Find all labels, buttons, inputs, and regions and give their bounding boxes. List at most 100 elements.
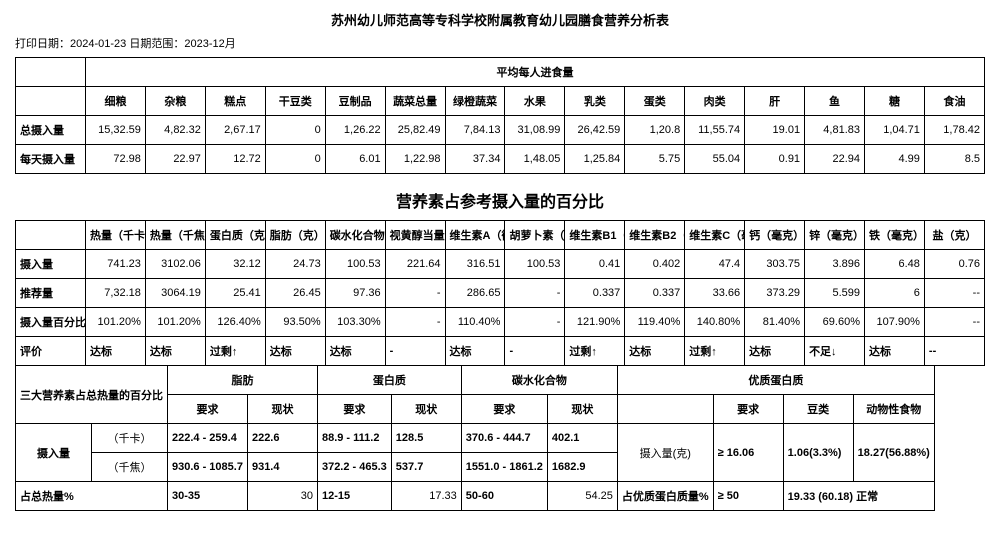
- cell-value: 1,25.84: [565, 145, 625, 174]
- cell-value: 373.29: [745, 279, 805, 308]
- cell-value: 81.40%: [745, 308, 805, 337]
- nutrient-col-header: 钙（毫克）: [745, 221, 805, 250]
- cell-value: 1,20.8: [625, 116, 685, 145]
- cell-value: 过剩↑: [205, 337, 265, 366]
- cell-value: 5.599: [805, 279, 865, 308]
- pct-label: 占总热量%: [16, 482, 168, 511]
- cell-value: -: [505, 337, 565, 366]
- cell-value: 22.94: [805, 145, 865, 174]
- cell-value: 达标: [745, 337, 805, 366]
- cell-value: 6.48: [864, 250, 924, 279]
- intake-col-header: 食油: [924, 87, 984, 116]
- nutrient-pct-table: 热量（千卡）热量（千焦）蛋白质（克）脂肪（克）碳水化合物（克）视黄醇当量（微克）…: [15, 220, 985, 366]
- cell-value: 101.20%: [86, 308, 146, 337]
- cell-value: 32.12: [205, 250, 265, 279]
- cell-value: 过剩↑: [565, 337, 625, 366]
- nutrient-col-header: 铁（毫克）: [864, 221, 924, 250]
- cell-value: --: [924, 337, 984, 366]
- cell-value: 0: [265, 145, 325, 174]
- intake-col-header: 蔬菜总量: [385, 87, 445, 116]
- cell-value: 8.5: [924, 145, 984, 174]
- cell-value: 0.337: [625, 279, 685, 308]
- cell-value: 741.23: [86, 250, 146, 279]
- intake-label: 摄入量: [16, 424, 92, 482]
- cell-value: 不足↓: [805, 337, 865, 366]
- cell-value: 达标: [625, 337, 685, 366]
- cell-value: 119.40%: [625, 308, 685, 337]
- pct-pro-cur: 17.33: [391, 482, 461, 511]
- cell-value: 55.04: [685, 145, 745, 174]
- cell-value: 2,67.17: [205, 116, 265, 145]
- nutrient-col-header: 维生素A（微克RAE）: [445, 221, 505, 250]
- cell-value: 101.20%: [145, 308, 205, 337]
- intake-col-header: 细粮: [86, 87, 146, 116]
- cell-value: 15,32.59: [86, 116, 146, 145]
- cell-value: 19.01: [745, 116, 805, 145]
- cell-value: 93.50%: [265, 308, 325, 337]
- fat-cur-kj: 931.4: [247, 453, 317, 482]
- intake-col-header: 肉类: [685, 87, 745, 116]
- cell-value: -: [385, 337, 445, 366]
- row-label: 总摄入量: [16, 116, 86, 145]
- cell-value: 33.66: [685, 279, 745, 308]
- cell-value: -: [505, 279, 565, 308]
- carb-cur-kj: 1682.9: [547, 453, 617, 482]
- sub-req: 要求: [461, 395, 547, 424]
- cell-value: 316.51: [445, 250, 505, 279]
- intake-col-header: 豆制品: [325, 87, 385, 116]
- cell-value: 1,48.05: [505, 145, 565, 174]
- cell-value: 69.60%: [805, 308, 865, 337]
- cell-value: 0.337: [565, 279, 625, 308]
- cell-value: 3.896: [805, 250, 865, 279]
- sub-req: 要求: [168, 395, 248, 424]
- cell-value: 3102.06: [145, 250, 205, 279]
- pro-cur-kj: 537.7: [391, 453, 461, 482]
- row-label: 评价: [16, 337, 86, 366]
- nutrient-col-header: 蛋白质（克）: [205, 221, 265, 250]
- hq-req: ≥ 16.06: [713, 424, 783, 482]
- blank-header: [16, 87, 86, 116]
- group-carb: 碳水化合物: [461, 366, 617, 395]
- macro-pct-table: 三大营养素占总热量的百分比 脂肪 蛋白质 碳水化合物 优质蛋白质 要求 现状 要…: [15, 365, 935, 511]
- hq-pct-req: ≥ 50: [713, 482, 783, 511]
- cell-value: 22.97: [145, 145, 205, 174]
- intake-col-header: 干豆类: [265, 87, 325, 116]
- carb-cur-kcal: 402.1: [547, 424, 617, 453]
- sub-bean: 豆类: [783, 395, 853, 424]
- meta-line: 打印日期：2024-01-23 日期范围：2023-12月: [15, 35, 985, 51]
- cell-value: 达标: [864, 337, 924, 366]
- row-label: 每天摄入量: [16, 145, 86, 174]
- cell-value: 26.45: [265, 279, 325, 308]
- pct-carb-cur: 54.25: [547, 482, 617, 511]
- intake-col-header: 绿橙蔬菜: [445, 87, 505, 116]
- cell-value: 7,32.18: [86, 279, 146, 308]
- sub-cur: 现状: [247, 395, 317, 424]
- cell-value: 1,26.22: [325, 116, 385, 145]
- range-label: 日期范围：: [126, 38, 184, 50]
- section-title-nutrient-pct: 营养素占参考摄入量的百分比: [15, 188, 985, 212]
- range-value: 2023-12月: [184, 38, 235, 50]
- nutrient-col-header: 维生素B1（毫克）: [565, 221, 625, 250]
- cell-value: 4.99: [864, 145, 924, 174]
- cell-value: 110.40%: [445, 308, 505, 337]
- nutrient-col-header: 胡萝卜素（微克）: [505, 221, 565, 250]
- intake-col-header: 糕点: [205, 87, 265, 116]
- nutrient-col-header: 脂肪（克）: [265, 221, 325, 250]
- nutrient-col-header: 维生素B2（毫克）: [625, 221, 685, 250]
- intake-header-span: 平均每人进食量: [86, 58, 985, 87]
- intake-col-header: 肝: [745, 87, 805, 116]
- cell-value: 121.90%: [565, 308, 625, 337]
- hq-pct-label: 占优质蛋白质量%: [617, 482, 713, 511]
- nutrient-col-header: 碳水化合物（克）: [325, 221, 385, 250]
- kj-label: （千焦）: [92, 453, 168, 482]
- cell-value: --: [924, 279, 984, 308]
- cell-value: 103.30%: [325, 308, 385, 337]
- hq-bean: 1.06(3.3%): [783, 424, 853, 482]
- cell-value: 26,42.59: [565, 116, 625, 145]
- cell-value: -: [505, 308, 565, 337]
- cell-value: 97.36: [325, 279, 385, 308]
- row-label: 摄入量: [16, 250, 86, 279]
- sub-cur: 现状: [391, 395, 461, 424]
- intake-col-header: 乳类: [565, 87, 625, 116]
- intake-table: 平均每人进食量 细粮杂粮糕点干豆类豆制品蔬菜总量绿橙蔬菜水果乳类蛋类肉类肝鱼糖食…: [15, 57, 985, 174]
